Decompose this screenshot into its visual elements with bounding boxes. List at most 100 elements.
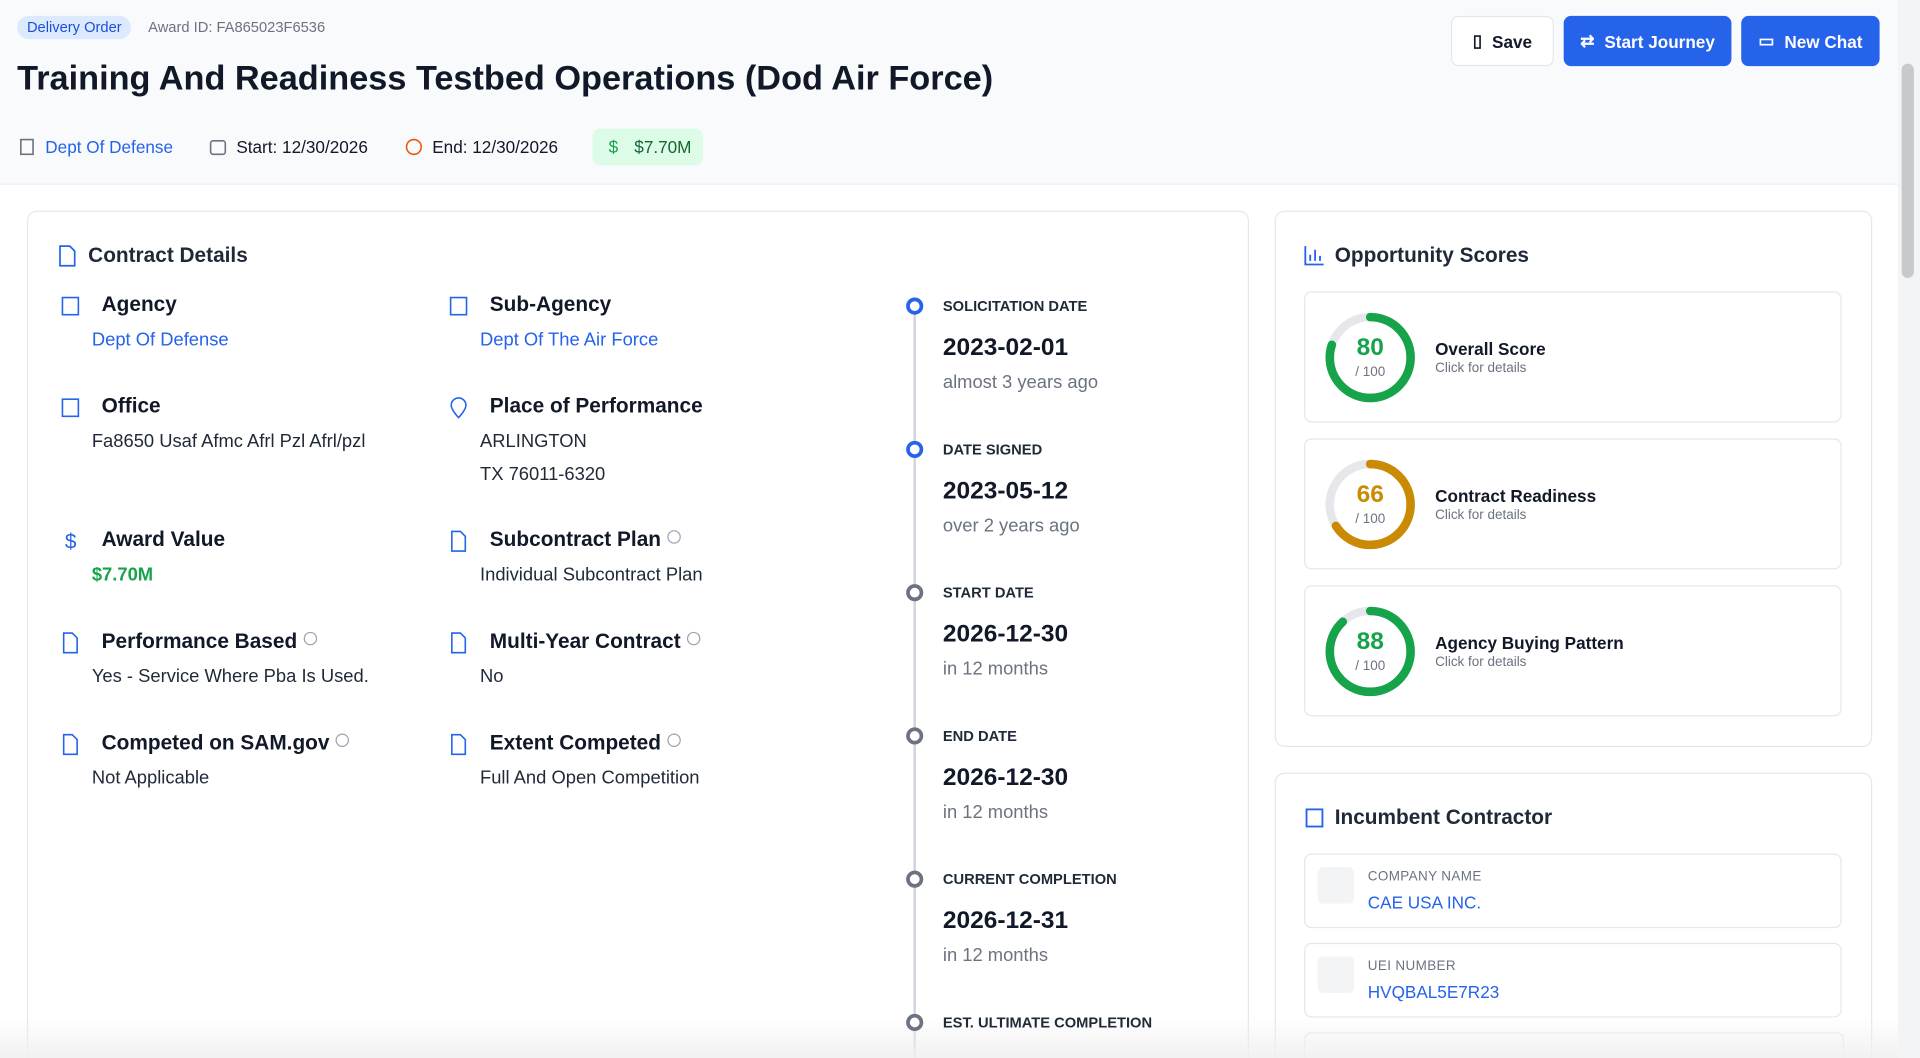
- score-value: 80: [1356, 334, 1384, 362]
- item-value[interactable]: HVQBAL5E7R23: [1367, 982, 1500, 1002]
- timeline-relative: almost 3 years ago: [942, 372, 1099, 394]
- icon: [59, 245, 76, 267]
- timeline-dot: [906, 870, 924, 888]
- timeline-dot: [906, 297, 924, 315]
- field-value: Full And Open Competition: [480, 767, 700, 789]
- field-value[interactable]: Dept Of Defense: [91, 329, 229, 351]
- doc: [451, 632, 467, 654]
- score-box[interactable]: [1304, 438, 1842, 570]
- timeline-label: EST. ULTIMATE COMPLETION: [942, 1013, 1153, 1032]
- award-id: Award ID: FA865023F6536: [148, 18, 326, 36]
- timeline-dot: [906, 727, 924, 745]
- field-value: ARLINGTON: [480, 431, 587, 452]
- timeline-relative: in 12 months: [942, 802, 1049, 823]
- dot: [906, 440, 924, 458]
- icon: [62, 632, 78, 654]
- icon: [451, 733, 467, 756]
- ring-arc: [1325, 459, 1415, 550]
- chat-button[interactable]: ▭ New Chat: [1741, 15, 1880, 67]
- timeline-dot: [906, 584, 924, 602]
- icon: [1304, 246, 1324, 266]
- field-value: Individual Subcontract Plan: [480, 564, 703, 586]
- bottom-fade: [0, 1016, 1898, 1058]
- meta-agency[interactable]: Dept Of Defense: [45, 137, 173, 157]
- section-title: Incumbent Contractor: [1334, 805, 1553, 829]
- item-value[interactable]: CAE USA INC.: [1367, 892, 1482, 913]
- doc: [451, 733, 467, 756]
- title: Training And Readiness Testbed Operation…: [17, 58, 994, 97]
- field-label: Office: [101, 394, 161, 418]
- field-label: Competed on SAM.gov: [102, 731, 350, 755]
- score-hint: Click for details: [1435, 508, 1527, 523]
- score-max: / 100: [1355, 658, 1386, 674]
- item-label: UEI NUMBER: [1367, 958, 1456, 974]
- doc: [451, 530, 467, 552]
- score-hint: Click for details: [1435, 361, 1527, 376]
- badge: Delivery Order: [17, 15, 132, 40]
- score-max: / 100: [1355, 511, 1386, 527]
- field-label: Performance Based: [102, 629, 317, 653]
- item-icon: [1317, 956, 1355, 994]
- save-button[interactable]: ▯ Save: [1451, 15, 1554, 67]
- info-icon[interactable]: [335, 733, 350, 747]
- timeline-date: 2023-05-12: [942, 477, 1069, 505]
- icon: [209, 140, 227, 156]
- dot: [906, 297, 924, 315]
- list-item: [1304, 853, 1842, 929]
- timeline-date: 2026-12-30: [942, 620, 1069, 648]
- timeline-label: CURRENT COMPLETION: [942, 870, 1117, 888]
- timeline-relative: in 12 months: [942, 945, 1049, 967]
- timeline-dot: [906, 440, 924, 458]
- dot: [906, 584, 924, 602]
- icon: [62, 733, 78, 756]
- dollar: $: [65, 531, 77, 553]
- building: [61, 296, 80, 316]
- timeline-dot: [906, 1013, 924, 1032]
- field-label: Agency: [101, 292, 177, 316]
- info-icon[interactable]: [667, 733, 681, 747]
- icon: $: [65, 531, 77, 553]
- pin: [450, 397, 467, 419]
- contract-card: [26, 210, 1249, 1058]
- field-value: Yes - Service Where Pba Is Used.: [91, 666, 369, 687]
- ring-arc: [1325, 312, 1415, 403]
- score-box[interactable]: [1304, 585, 1842, 717]
- field-label: Extent Competed: [490, 731, 681, 755]
- doc: [62, 733, 78, 756]
- icon: [405, 138, 423, 156]
- field-value: $7.70M: [91, 564, 154, 586]
- score-ring: [1325, 459, 1415, 550]
- timeline-line: [913, 306, 916, 1058]
- journey-button[interactable]: ⇄ Start Journey: [1563, 15, 1732, 67]
- icon: [451, 632, 467, 654]
- score-box[interactable]: [1304, 291, 1842, 423]
- icon: ▭: [1758, 30, 1775, 51]
- incumbent-card: [1274, 772, 1873, 1058]
- info-icon[interactable]: [303, 631, 317, 646]
- info-icon[interactable]: [667, 530, 681, 544]
- label: Save: [1492, 31, 1533, 51]
- info-icon[interactable]: [686, 631, 701, 646]
- item-label: COMPANY NAME: [1367, 869, 1482, 885]
- icon: [20, 138, 34, 156]
- dot: [906, 870, 924, 888]
- field-value: TX 76011-6320: [480, 464, 606, 485]
- icon: ⇄: [1580, 30, 1595, 51]
- icon: [1305, 808, 1324, 828]
- doc: [62, 632, 78, 654]
- icon: [451, 530, 467, 552]
- meta-end: End: 12/30/2026: [432, 137, 559, 157]
- score-value: 66: [1356, 481, 1384, 509]
- icon: [450, 397, 467, 419]
- field-value: Fa8650 Usaf Afmc Afrl Pzl Afrl/pzl: [91, 431, 366, 452]
- icon: $: [608, 137, 619, 157]
- field-value[interactable]: Dept Of The Air Force: [480, 329, 659, 351]
- ring-arc: [1325, 606, 1415, 697]
- timeline-date: 2026-12-30: [942, 764, 1069, 792]
- score-name: Contract Readiness: [1435, 486, 1597, 506]
- building: [449, 296, 468, 316]
- icon: [61, 296, 80, 316]
- item-icon: [1317, 866, 1355, 904]
- score-ring: [1325, 606, 1415, 697]
